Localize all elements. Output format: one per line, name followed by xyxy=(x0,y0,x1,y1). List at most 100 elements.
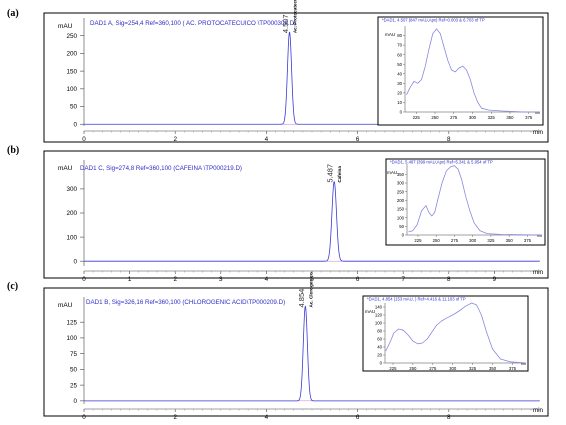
panel-b-inset-y-tick-label: 350 xyxy=(397,172,405,177)
panel-b-x-axis-label: min xyxy=(533,269,544,276)
panel-a-x-tick-label: 6 xyxy=(356,136,360,143)
panel-a-inset-x-axis-label: nm xyxy=(535,111,540,115)
panel-b-x-tick-label: 5 xyxy=(310,276,314,283)
panel-c-inset-x-tick-label: 250 xyxy=(409,366,417,371)
panel-a-inset-y-tick-label: 70 xyxy=(397,43,402,48)
panel-c-y-tick-label: 125 xyxy=(66,319,77,326)
panel-b-y-tick-label: 0 xyxy=(73,258,77,265)
panel-b-inset-y-tick-label: 250 xyxy=(397,189,405,194)
panel-a-inset-y-tick-label: 40 xyxy=(397,71,402,76)
panel-b-title: DAD1 C, Sig=274,8 Ref=360,100 (CAFEINA \… xyxy=(80,165,242,172)
panel-c-inset-y-tick-label: 60 xyxy=(377,337,382,342)
panel-a-inset-x-tick-label: 350 xyxy=(506,115,514,120)
panel-a-inset-y-tick-label: 50 xyxy=(397,62,402,67)
panel-a-inset-title: *DAD1, 4.507 (847 mAU,Apx) Ref=0.003 & 6… xyxy=(382,18,485,23)
panel-a-y-tick-label: 100 xyxy=(66,86,77,93)
panel-b-x-tick-label: 2 xyxy=(173,276,177,283)
panel-c-y-tick-label: 25 xyxy=(70,382,78,389)
panel-a-y-tick-label: 200 xyxy=(66,51,77,58)
panel-b-y-tick-label: 300 xyxy=(66,186,77,193)
panel-a-x-axis-label: min xyxy=(533,129,544,136)
panel-a-x-tick-label: 0 xyxy=(82,136,86,143)
panel-a-y-axis-label: mAU xyxy=(58,23,73,30)
panel-c-inset-y-tick-label: 0 xyxy=(380,361,383,366)
panel-c-chromatogram-trace xyxy=(84,305,540,402)
panel-c-y-tick-label: 0 xyxy=(73,398,77,405)
panel-b-inset-y-tick-label: 100 xyxy=(397,215,405,220)
panel-c-inset-x-axis-label: nm xyxy=(521,362,526,366)
panel-b-inset-y-tick-label: 150 xyxy=(397,207,405,212)
panel-c-inset-y-tick-label: 120 xyxy=(375,313,383,318)
panel-b-chromatogram-trace xyxy=(84,181,540,262)
panel-b-inset-title: *DAD1, 5.487 (399 mAU,Apx) Ref=5.341 & 5… xyxy=(390,160,493,165)
panel-a-inset-spectrum-trace xyxy=(406,28,540,113)
panel-b-y-tick-label: 100 xyxy=(66,234,77,241)
panel-a-x-tick-label: 8 xyxy=(447,136,451,143)
panel-c-y-tick-label: 100 xyxy=(66,335,77,342)
panel-c-inset-y-axis-label: mAU xyxy=(365,309,375,314)
panel-a-x-tick-label: 2 xyxy=(173,136,177,143)
panel-a-inset-y-tick-label: 30 xyxy=(397,81,402,86)
panel-b-inset-y-tick-label: 300 xyxy=(397,181,405,186)
panel-c-x-tick-label: 2 xyxy=(173,414,177,421)
panel-a-inset-y-tick-label: 60 xyxy=(397,52,402,57)
panel-b-y-axis-label: mAU xyxy=(58,165,73,172)
panel-a-y-tick-label: 150 xyxy=(66,68,77,75)
panel-c-x-tick-label: 0 xyxy=(82,414,86,421)
panel-a-inset-x-tick-label: 250 xyxy=(431,115,439,120)
panel-b-inset-x-tick-label: 325 xyxy=(487,238,495,243)
panel-b-x-tick-label: 1 xyxy=(128,276,132,283)
panel-b-y-tick-label: 200 xyxy=(66,210,77,217)
panel-c-x-tick-label: 6 xyxy=(356,414,360,421)
panel-b-peak-label: 5.487 xyxy=(326,164,335,183)
panel-c-inset-y-tick-label: 20 xyxy=(377,353,382,358)
panel-b-x-tick-label: 9 xyxy=(493,276,497,283)
panel-c-inset-x-tick-label: 350 xyxy=(489,366,497,371)
panel-b-x-tick-label: 6 xyxy=(356,276,360,283)
panel-b-inset-x-tick-label: 300 xyxy=(469,238,477,243)
panel-b-inset-y-axis-label: mAU xyxy=(387,170,397,175)
panel-c-x-tick-label: 8 xyxy=(447,414,451,421)
panel-a-x-tick-label: 4 xyxy=(265,136,269,143)
panel-a-y-tick-label: 0 xyxy=(73,121,77,128)
panel-c-inset-x-tick-label: 325 xyxy=(469,366,477,371)
panel-b-inset-x-tick-label: 250 xyxy=(433,238,441,243)
panel-a-peak-label: 4.507 xyxy=(281,14,290,33)
panel-b-inset-y-tick-label: 50 xyxy=(399,224,404,229)
panel-a-letter: (a) xyxy=(7,8,19,19)
panel-b-letter: (b) xyxy=(7,145,20,156)
panel-c-inset-y-tick-label: 40 xyxy=(377,345,382,350)
panel-b-inset-frame xyxy=(385,158,546,246)
panel-b-inset-x-tick-label: 275 xyxy=(451,238,459,243)
panel-a-inset-y-tick-label: 10 xyxy=(397,100,402,105)
panel-a-inset-y-tick-label: 20 xyxy=(397,90,402,95)
panel-c-x-tick-label: 4 xyxy=(265,414,269,421)
panel-a-inset-x-tick-label: 275 xyxy=(450,115,458,120)
panel-c-compound-label: Ac. Clorogenico xyxy=(308,272,313,307)
panel-c-inset-x-tick-label: 300 xyxy=(449,366,457,371)
panel-c-y-tick-label: 75 xyxy=(70,351,78,358)
panel-c-inset-x-tick-label: 225 xyxy=(389,366,397,371)
panel-b-inset-x-tick-label: 375 xyxy=(524,238,532,243)
panel-c-inset-y-tick-label: 140 xyxy=(375,305,383,310)
panel-c-title: DAD1 B, Sig=326,16 Ref=360,100 (CHLOROGE… xyxy=(86,299,285,306)
panel-b-inset-x-tick-label: 225 xyxy=(414,238,422,243)
panel-a-compound-label: Ac. Protocatecuico xyxy=(293,0,298,33)
panel-c-peak-label: 4.854 xyxy=(297,289,306,308)
panel-a-inset-y-tick-label: 0 xyxy=(400,110,403,115)
panel-c-inset-title: *DAD1, 4.854 (153 mAU, ) Ref=4.416 & 11.… xyxy=(367,297,466,302)
panel-b-inset-y-tick-label: 0 xyxy=(402,233,405,238)
panel-b-inset-spectrum-trace xyxy=(408,165,543,236)
panel-c-y-tick-label: 50 xyxy=(70,367,78,374)
panel-c-inset-x-tick-label: 375 xyxy=(509,366,517,371)
panel-c-inset-x-tick-label: 275 xyxy=(429,366,437,371)
panel-b-x-tick-label: 7 xyxy=(401,276,405,283)
panel-c-letter: (c) xyxy=(7,281,19,292)
panel-c-x-axis-label: min xyxy=(533,407,544,414)
panel-b-inset-y-tick-label: 200 xyxy=(397,198,405,203)
panel-a-title: DAD1 A, Sig=254,4 Ref=360,100 ( AC. PROT… xyxy=(90,20,296,27)
panel-b-x-tick-label: 3 xyxy=(219,276,223,283)
panel-b-inset-x-axis-label: nm xyxy=(537,234,542,238)
panel-a-inset-frame xyxy=(377,16,544,126)
